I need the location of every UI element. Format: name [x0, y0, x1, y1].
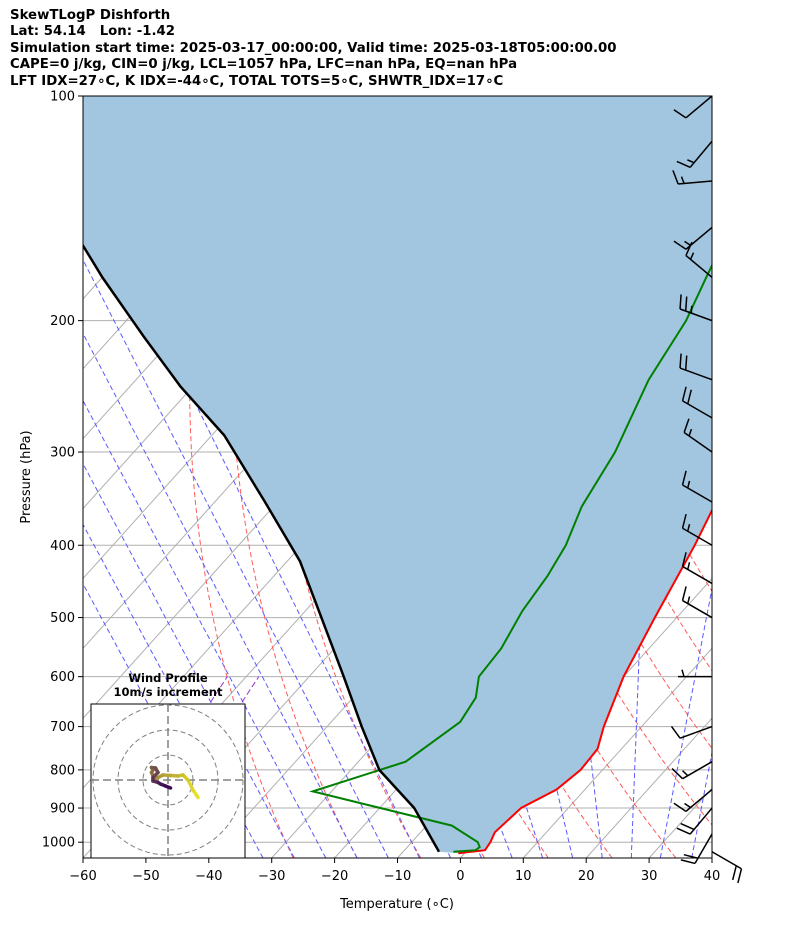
x-tick-label: −50: [132, 869, 159, 884]
dry-adiabat: [707, 96, 712, 114]
cape-line: CAPE=0 j/kg, CIN=0 j/kg, LCL=1057 hPa, L…: [10, 57, 518, 73]
wind-barb: [672, 170, 713, 185]
wind-barb: [683, 418, 713, 453]
y-axis-ticks: 100 200 300 400 500 600 700 800 900 1000: [42, 90, 83, 851]
wind-barb: [673, 226, 713, 250]
temperature-profile-line: [458, 508, 712, 855]
y-tick-label: 700: [50, 720, 75, 735]
hodograph-subtitle: 10m/s increment: [114, 685, 223, 699]
time-line: Simulation start time: 2025-03-17_00:00:…: [10, 40, 617, 56]
isotherm-line: [711, 857, 712, 858]
moist-adiabat: [83, 332, 358, 858]
wind-barb: [676, 140, 713, 169]
x-tick-label: 30: [641, 869, 658, 884]
wind-barb: [681, 552, 713, 585]
wind-barb: [676, 807, 713, 835]
x-tick-label: 20: [578, 869, 595, 884]
x-axis-ticks: −60 −50 −40 −30 −20 −10 0 10 20 30 40: [69, 858, 720, 884]
indices-line: LFT IDX=27∘C, K IDX=-44∘C, TOTAL TOTS=5∘…: [10, 73, 504, 89]
cape-cin-shading: [83, 96, 712, 854]
hodograph-segment: [186, 778, 195, 792]
y-tick-label: 1000: [42, 836, 75, 851]
wind-barb: [680, 833, 713, 865]
location-line: Lat: 54.14 Lon: -1.42: [10, 24, 176, 40]
wind-barb: [678, 669, 712, 678]
wind-barb: [671, 761, 713, 780]
moist-adiabat: [723, 96, 794, 858]
hodograph-segment: [163, 784, 173, 790]
wind-barb: [681, 586, 713, 619]
dry-adiabat: [741, 96, 794, 858]
y-tick-label: 500: [50, 611, 75, 626]
moist-adiabat: [83, 399, 327, 858]
x-tick-label: −40: [195, 869, 222, 884]
moist-adiabat: [83, 462, 295, 858]
dewpoint-profile-line: [309, 263, 712, 853]
chart-title-block: SkewTLogP Dishforth Lat: 54.14 Lon: -1.4…: [10, 8, 617, 90]
x-tick-label: −60: [69, 869, 96, 884]
x-tick-label: −30: [258, 869, 285, 884]
x-tick-label: 40: [704, 869, 721, 884]
wind-barb: [673, 95, 713, 119]
parcel-profile-line: [83, 243, 441, 853]
y-tick-label: 600: [50, 670, 75, 685]
moist-adiabat: [630, 96, 662, 858]
x-tick-label: −20: [321, 869, 348, 884]
moist-adiabat: [83, 258, 389, 858]
wind-barb: [670, 725, 713, 739]
x-axis-label: Temperature (∘C): [339, 897, 454, 912]
wind-barb: [679, 353, 713, 381]
wind-barb: [679, 294, 713, 322]
x-tick-label: 10: [515, 869, 532, 884]
y-tick-label: 800: [50, 763, 75, 778]
wind-barb: [681, 386, 713, 419]
y-tick-label: 900: [50, 802, 75, 817]
isotherm-line: [522, 647, 712, 858]
wind-barb: [711, 851, 743, 884]
x-tick-label: 0: [456, 869, 464, 884]
wind-barbs: [670, 95, 743, 884]
y-axis-label: Pressure (hPa): [19, 430, 34, 523]
wind-barb: [681, 470, 713, 503]
dry-adiabat: [773, 96, 794, 858]
y-tick-label: 100: [50, 90, 75, 105]
wind-barb: [673, 788, 713, 812]
chart-title: SkewTLogP Dishforth: [10, 8, 171, 23]
hodograph-title: Wind Profile: [128, 671, 208, 685]
x-tick-label: −10: [384, 869, 411, 884]
y-tick-label: 300: [50, 446, 75, 461]
y-tick-label: 200: [50, 314, 75, 329]
dry-adiabat: [189, 96, 294, 858]
wind-barb: [681, 513, 713, 546]
y-tick-label: 400: [50, 539, 75, 554]
